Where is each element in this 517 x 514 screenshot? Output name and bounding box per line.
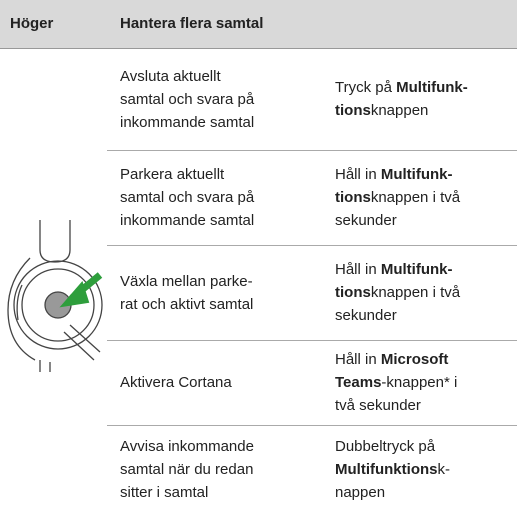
instruction-cell: Håll in Multifunk-tionsknappen i två seku… (335, 163, 515, 232)
action-cell: Aktivera Cortana (120, 371, 320, 394)
instruction-text: -knappen* i (381, 374, 458, 391)
instruction-text: Dubbeltryck på (335, 438, 436, 455)
action-line: rat och aktivt samtal (120, 295, 254, 313)
action-line: samtal och svara på (120, 90, 255, 108)
instruction-text: Tryck på (335, 79, 397, 96)
action-line: samtal och svara på (120, 189, 255, 206)
table-header: Höger Hantera flera samtal (0, 0, 517, 49)
instruction-line: Multifunktionsk- (335, 458, 515, 481)
row-separator (107, 340, 517, 341)
action-line: Avsluta aktuellt (120, 67, 221, 85)
action-cell: Avsluta aktuellt samtal och svara på inkom… (120, 65, 320, 134)
header-title: Hantera flera samtal (120, 15, 264, 32)
instruction-line: tionsknappen i två (335, 186, 515, 209)
row-separator (107, 425, 517, 426)
instruction-text: k- (437, 461, 450, 478)
instruction-text: sekunder (335, 212, 397, 229)
instruction-text: nappen (335, 484, 386, 501)
instruction-text: Microsoft (380, 351, 449, 368)
action-cell: Växla mellan parke-rat och aktivt samtal (120, 270, 320, 316)
instruction-text: Håll in (335, 166, 381, 183)
instruction-text: tions (335, 102, 371, 119)
action-line: inkommande samtal (120, 113, 255, 131)
instruction-line: Håll in Multifunk- (335, 258, 515, 281)
instruction-line: Håll in Multifunk- (335, 163, 515, 186)
instruction-cell: Tryck på Multifunk-tionsknappen (335, 76, 515, 122)
instruction-cell: Dubbeltryck på Multifunktionsk-nappen (335, 435, 515, 504)
header-side: Höger (10, 15, 54, 32)
instruction-text: knappen i två (370, 284, 461, 301)
instruction-text: Multifunk- (396, 79, 468, 96)
instruction-line: Håll in Microsoft (335, 348, 515, 371)
instruction-cell: Håll in Microsoft Teams-knappen* i två sek… (335, 348, 515, 417)
instruction-line: Dubbeltryck på (335, 435, 515, 458)
instruction-line: nappen (335, 481, 515, 504)
instruction-text: knappen i två (370, 189, 461, 206)
action-cell: Parkera aktuellt samtal och svara på inkom… (120, 163, 320, 232)
instruction-text: tions (335, 189, 371, 206)
instruction-line: sekunder (335, 209, 515, 232)
action-line: Avvisa inkommande (120, 438, 254, 455)
action-line: Parkera aktuellt (120, 166, 225, 183)
instruction-line: tionsknappen i två (335, 281, 515, 304)
action-cell: Avvisa inkommande samtal när du redan sitt… (120, 435, 320, 504)
instruction-text: två sekunder (335, 397, 421, 414)
instruction-text: Multifunktions (335, 461, 438, 478)
instruction-text: knappen (370, 102, 429, 119)
instruction-text: Teams (335, 374, 382, 391)
action-line: inkommande samtal (120, 212, 255, 229)
instruction-text: Multifunk- (380, 261, 453, 278)
action-line: samtal när du redan (120, 461, 254, 478)
action-line: sitter i samtal (120, 484, 209, 501)
instruction-line: sekunder (335, 304, 515, 327)
instruction-text: tions (335, 284, 371, 301)
instruction-text: sekunder (335, 307, 397, 324)
action-line: Växla mellan parke- (120, 272, 253, 290)
instruction-line: Tryck på Multifunk- (335, 76, 515, 99)
instruction-cell: Håll in Multifunk-tionsknappen i två seku… (335, 258, 515, 327)
instruction-line: två sekunder (335, 394, 515, 417)
instruction-text: Håll in (335, 351, 381, 368)
instruction-line: Teams-knappen* i (335, 371, 515, 394)
instruction-text: Multifunk- (380, 166, 453, 183)
headset-illustration (7, 220, 103, 372)
action-line: Aktivera Cortana (120, 374, 232, 391)
row-separator (107, 150, 517, 151)
instruction-line: tionsknappen (335, 99, 515, 122)
instruction-text: Håll in (335, 261, 381, 278)
row-separator (107, 245, 517, 246)
